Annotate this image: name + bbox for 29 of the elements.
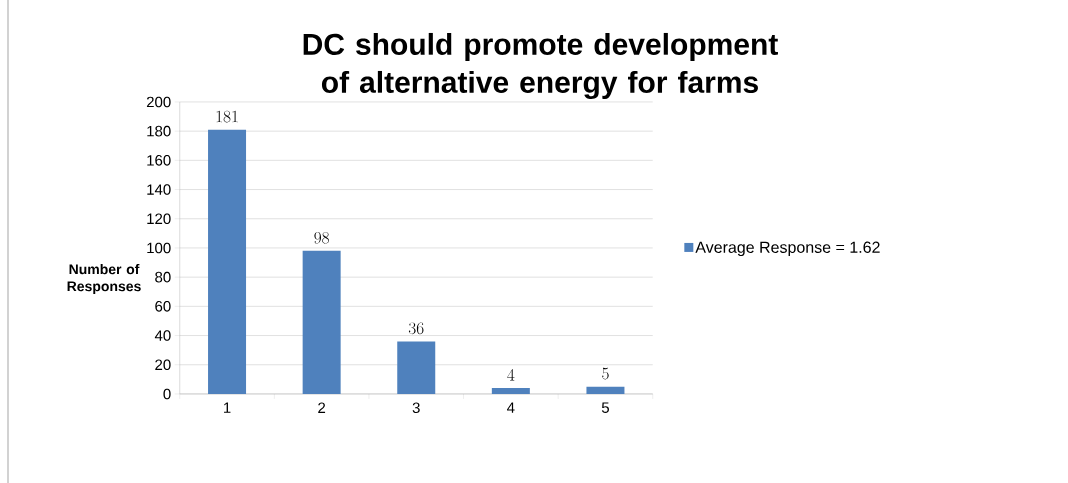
data-label: 4: [507, 369, 515, 381]
data-label: 181: [216, 110, 238, 123]
x-tick-label: 4: [507, 402, 515, 413]
y-tick-label: 80: [155, 271, 171, 283]
x-tick-label: 2: [318, 402, 326, 413]
bar: [586, 386, 625, 394]
data-label: 5: [602, 367, 609, 380]
data-label: 36: [408, 322, 424, 335]
legend-label: Average Response = 1.62: [695, 241, 880, 257]
bar: [302, 250, 341, 394]
y-tick-label: 40: [154, 330, 171, 341]
y-tick-label: 180: [147, 125, 171, 137]
y-tick-label: 160: [147, 155, 171, 166]
y-tick-label: 140: [147, 184, 171, 195]
x-tick-label: 1: [224, 402, 231, 413]
y-tick-label: 60: [155, 301, 171, 312]
bar: [491, 388, 530, 394]
bar: [208, 129, 247, 394]
data-label: 98: [314, 231, 329, 244]
y-tick-label: 100: [147, 242, 171, 254]
y-tick-label: 0: [163, 388, 171, 400]
chart-title: DC should promote development of alternative energy for farms: [303, 32, 778, 100]
y-tick-label: 20: [155, 359, 171, 371]
bar: [397, 341, 436, 394]
x-tick-label: 3: [412, 402, 420, 414]
y-tick-label: 120: [147, 213, 171, 225]
y-tick-label: 200: [146, 96, 171, 108]
y-axis-title: Number of Responses: [67, 263, 141, 295]
x-tick-label: 5: [601, 402, 609, 413]
